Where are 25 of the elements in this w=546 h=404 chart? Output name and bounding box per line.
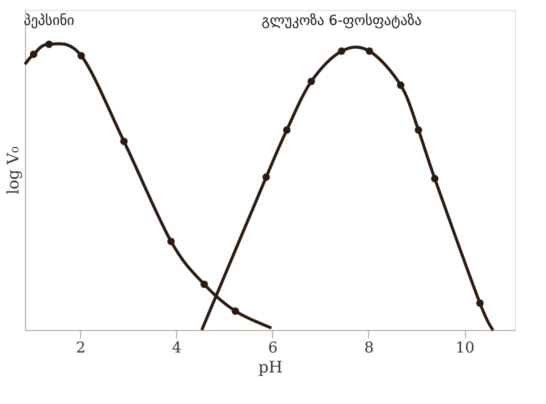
point xyxy=(366,47,374,55)
x-tick-label: 6 xyxy=(268,338,278,356)
point xyxy=(396,81,404,89)
point xyxy=(78,52,85,60)
y-axis-title: log V₀ xyxy=(4,146,22,195)
point xyxy=(308,78,316,86)
point xyxy=(262,173,270,181)
x-tick-label: 8 xyxy=(364,338,374,356)
point xyxy=(476,299,484,307)
point xyxy=(283,126,291,134)
point xyxy=(338,47,346,55)
x-tick-label: 4 xyxy=(172,338,182,356)
x-tick-label: 2 xyxy=(76,338,86,356)
x-axis-title: pH xyxy=(258,358,283,376)
point xyxy=(30,50,38,58)
point xyxy=(120,138,128,146)
point xyxy=(167,238,175,246)
series-label: პეპსინი xyxy=(24,13,74,29)
point xyxy=(232,307,240,315)
point xyxy=(45,40,53,48)
point xyxy=(414,126,422,134)
point xyxy=(431,174,438,182)
series-label: გლუკოზა 6-ფოსფატაზა xyxy=(262,13,422,29)
x-tick-label: 10 xyxy=(456,338,475,356)
point xyxy=(200,280,208,288)
